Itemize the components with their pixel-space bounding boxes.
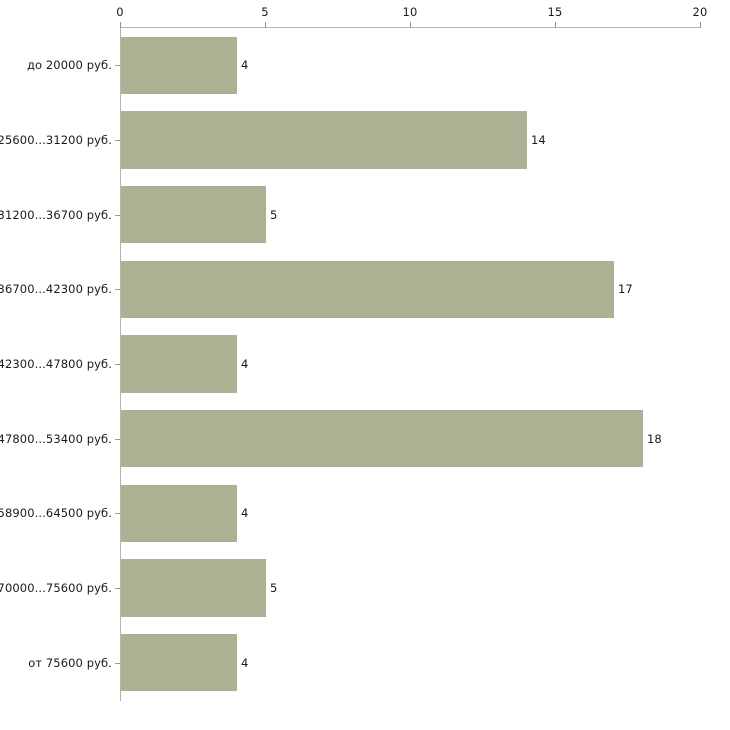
bar-value-label: 5	[270, 581, 278, 595]
x-tick-mark	[555, 22, 556, 28]
category-label: 58900...64500 руб.	[0, 506, 112, 521]
x-tick-label: 0	[116, 5, 124, 19]
x-tick-mark	[410, 22, 411, 28]
x-tick-mark	[700, 22, 701, 28]
x-tick-label: 10	[402, 5, 418, 19]
x-tick-mark	[265, 22, 266, 28]
y-tick-mark	[115, 215, 120, 216]
y-tick-mark	[115, 439, 120, 440]
bar	[121, 186, 266, 244]
bar	[121, 260, 614, 318]
bar	[121, 111, 527, 169]
bar	[121, 484, 237, 542]
bar-value-label: 4	[241, 357, 249, 371]
x-tick-mark	[120, 22, 121, 28]
bar-value-label: 5	[270, 207, 278, 222]
category-label: 42300...47800 руб.	[0, 357, 112, 371]
category-label: 70000...75600 руб.	[0, 581, 112, 595]
y-tick-mark	[115, 140, 120, 141]
bar-value-label: 4	[241, 58, 249, 73]
y-tick-mark	[115, 364, 120, 365]
y-axis-line	[120, 28, 121, 701]
x-tick-label: 15	[547, 5, 563, 19]
bar	[121, 634, 237, 692]
x-tick-label: 5	[261, 5, 269, 19]
category-label: до 20000 руб.	[26, 58, 112, 73]
bar-value-label: 17	[618, 282, 633, 297]
bar	[121, 36, 237, 94]
bar-value-label: 18	[647, 431, 662, 446]
bar-value-label: 14	[531, 133, 546, 147]
bar	[121, 335, 237, 393]
bar	[121, 410, 643, 468]
category-label: 25600...31200 руб.	[0, 133, 112, 147]
category-label: 36700...42300 руб.	[0, 282, 112, 297]
y-tick-mark	[115, 513, 120, 514]
bar	[121, 559, 266, 617]
category-label: 31200...36700 руб.	[0, 207, 112, 222]
y-tick-mark	[115, 588, 120, 589]
y-tick-mark	[115, 663, 120, 664]
category-label: 47800...53400 руб.	[0, 431, 112, 446]
bar-value-label: 4	[241, 655, 249, 670]
y-tick-mark	[115, 289, 120, 290]
category-label: от 75600 руб.	[28, 655, 112, 670]
bar-value-label: 4	[241, 506, 249, 521]
x-tick-label: 20	[692, 5, 708, 19]
y-tick-mark	[115, 65, 120, 66]
